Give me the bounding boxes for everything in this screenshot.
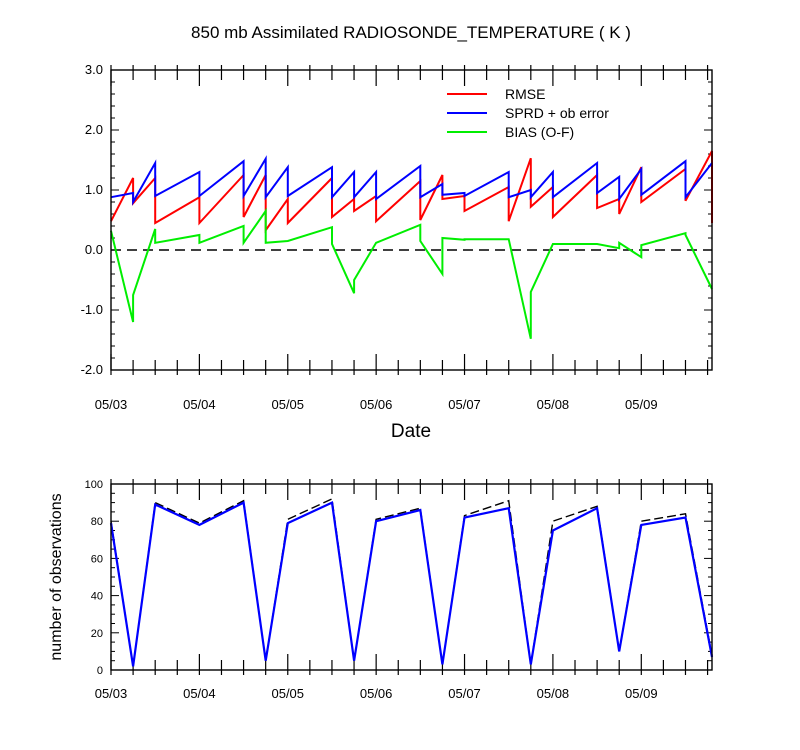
bottom-chart-x-tick-label: 05/06 [360,686,393,701]
bottom-chart-y-tick-label: 100 [85,479,103,491]
top-chart-x-tick-label: 05/04 [183,397,216,412]
top-chart-x-tick-label: 05/05 [271,397,304,412]
top-chart-x-tick-label: 05/08 [537,397,570,412]
bottom-chart-ylabel: number of observations [48,493,65,660]
bottom-chart-x-tick-label: 05/04 [183,686,216,701]
legend-label-sprd-ob-error: SPRD + ob error [505,105,609,121]
legend-label-rmse: RMSE [505,86,545,102]
top-chart-title: 850 mb Assimilated RADIOSONDE_TEMPERATUR… [191,23,631,42]
top-chart-x-tick-label: 05/03 [95,397,128,412]
top-chart-plot-area: -2.0 -1.0 0.0 1.0 2.0 3.0 05/03 05/04 05/05 05/06… [81,62,713,412]
top-chart-series-rmse [110,150,713,234]
top-chart-y-tick-label: 0.0 [85,242,103,257]
top-chart-y-tick-label: -1.0 [81,302,103,317]
bottom-chart-x-tick-label: 05/05 [271,686,304,701]
bottom-chart-x-tick-label: 05/07 [448,686,481,701]
top-chart-x-tick-label: 05/07 [448,397,481,412]
top-chart-y-tick-label: 2.0 [85,122,103,137]
top-chart-series-sprd-ob-error [110,155,713,206]
bottom-chart-x-tick-label: 05/09 [625,686,658,701]
bottom-chart-y-tick-label: 20 [91,628,103,640]
bottom-chart-y-tick-label: 80 [91,516,103,528]
top-chart-x-tick-label: 05/06 [360,397,393,412]
bottom-chart-x-tick-label: 05/03 [95,686,128,701]
bottom-chart-y-tick-label: 0 [97,665,103,677]
bottom-chart-y-tick-label: 60 [91,553,103,565]
legend-label-bias-o-f: BIAS (O-F) [505,124,574,140]
bottom-chart-x-tick-label: 05/08 [537,686,570,701]
top-chart-x-tick-label: 05/09 [625,397,658,412]
top-chart-xlabel: Date [391,421,431,442]
top-chart-frame [110,69,713,371]
top-chart-y-tick-label: 3.0 [85,62,103,77]
bottom-chart-frame [110,483,713,671]
top-chart-y-tick-label: 1.0 [85,182,103,197]
bottom-chart-series-assimilated-observations [109,500,714,667]
top-chart-series-bias-o-f [110,207,713,340]
top-chart-y-tick-label: -2.0 [81,362,103,377]
bottom-chart-y-tick-label: 40 [91,591,103,603]
bottom-chart-plot-area: 0 20 40 60 80 100 05/03 05/04 05/05 05/06 05/07 05/… [85,479,714,701]
